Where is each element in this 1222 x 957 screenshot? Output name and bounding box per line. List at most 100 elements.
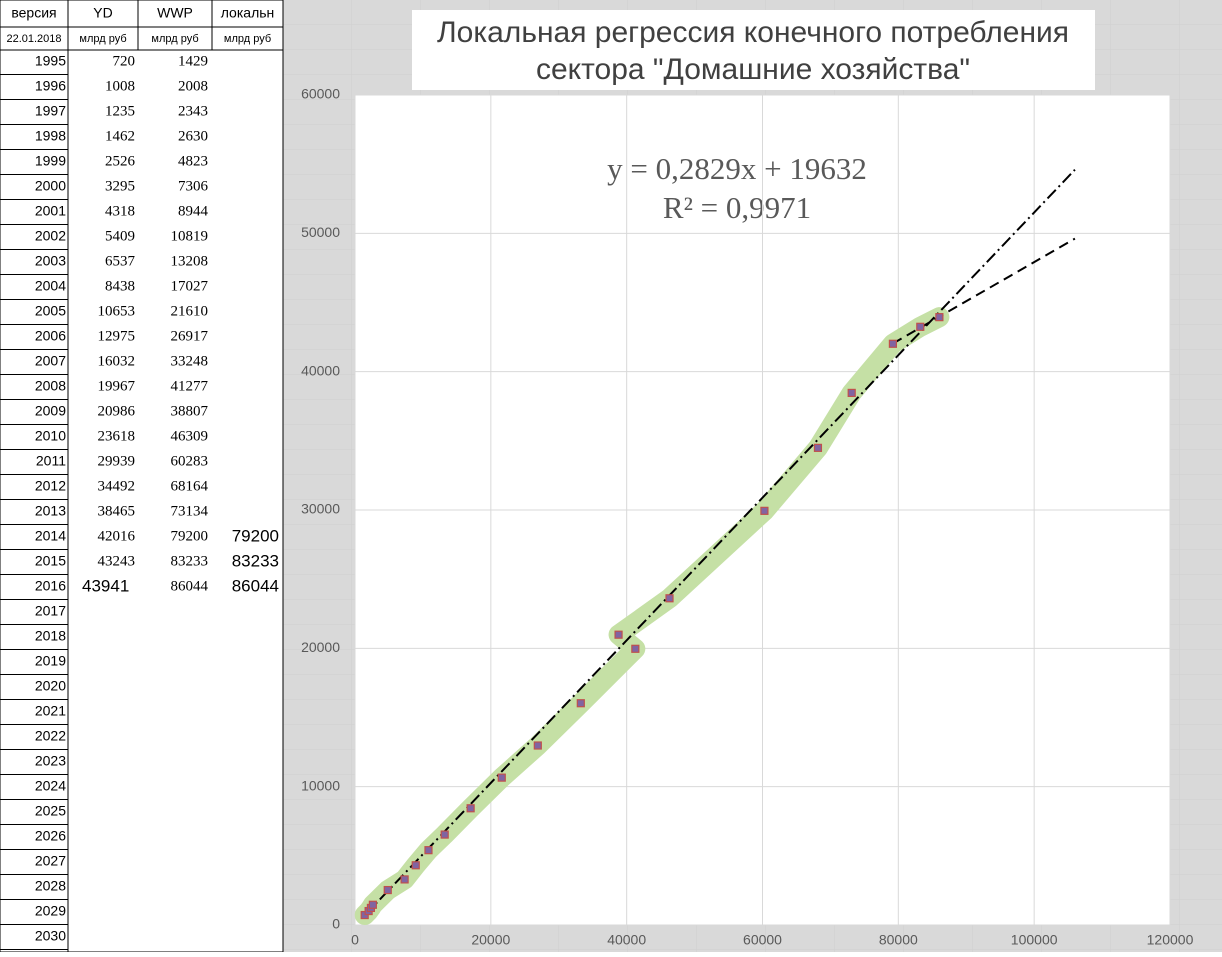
cell: 21610 xyxy=(171,303,209,319)
data-point xyxy=(813,443,823,452)
x-tick-label: 40000 xyxy=(607,932,646,948)
cell: 1996 xyxy=(35,78,66,94)
cell: 3295 xyxy=(105,178,135,194)
data-point xyxy=(368,900,377,909)
x-tick-label: 80000 xyxy=(879,932,918,948)
data-point xyxy=(466,804,475,813)
cell: 2630 xyxy=(178,128,208,144)
cell: 2004 xyxy=(35,278,66,294)
subheader-cell: 22.01.2018 xyxy=(6,33,61,45)
cell: 2526 xyxy=(105,153,136,169)
data-point xyxy=(760,506,769,515)
cell: 2020 xyxy=(35,678,66,694)
chart-title: Локальная регрессия конечного потреблени… xyxy=(437,16,1069,49)
x-tick-label: 100000 xyxy=(1011,932,1058,948)
cell: 79200 xyxy=(232,526,279,545)
y-tick-label: 50000 xyxy=(301,224,340,240)
cell: 26917 xyxy=(171,328,209,344)
data-point xyxy=(665,594,674,603)
data-point xyxy=(440,830,449,839)
cell: 34492 xyxy=(98,478,136,494)
cell: 1429 xyxy=(178,53,208,69)
cell: 1235 xyxy=(105,103,135,119)
cell: 1998 xyxy=(35,128,66,144)
cell: 2002 xyxy=(35,228,66,244)
cell: 2018 xyxy=(35,628,66,644)
cell: 2000 xyxy=(35,178,66,194)
trendline xyxy=(363,169,1076,917)
cell: 86044 xyxy=(232,576,279,595)
cell: 2022 xyxy=(35,728,66,744)
y-tick-label: 20000 xyxy=(301,639,340,655)
cell: 23618 xyxy=(98,428,136,444)
data-point xyxy=(497,773,506,782)
r-squared: R² = 0,9971 xyxy=(663,190,811,225)
cell: 43941 xyxy=(82,576,129,595)
cell: 41277 xyxy=(171,378,209,394)
header-cell: WWP xyxy=(157,5,193,21)
cell: 6537 xyxy=(105,253,136,269)
cell: 17027 xyxy=(171,278,209,294)
cell: 43243 xyxy=(98,553,136,569)
data-point xyxy=(935,313,944,322)
cell: 1462 xyxy=(105,128,135,144)
header-cell: локальн xyxy=(221,5,275,21)
data-point xyxy=(888,339,898,348)
cell: 2011 xyxy=(36,453,66,469)
cell: 2015 xyxy=(35,553,66,569)
cell: 2012 xyxy=(35,478,66,494)
x-tick-label: 120000 xyxy=(1147,932,1194,948)
cell: 7306 xyxy=(178,178,209,194)
cell: 2019 xyxy=(35,653,66,669)
chart-title: сектора "Домашние хозяйства" xyxy=(536,53,970,86)
x-tick-label: 0 xyxy=(351,932,359,948)
cell: 2029 xyxy=(35,903,66,919)
cell: 2010 xyxy=(35,428,66,444)
cell: 86044 xyxy=(171,578,209,594)
data-point xyxy=(424,846,433,855)
y-tick-label: 0 xyxy=(332,916,340,932)
cell: 2009 xyxy=(35,403,66,419)
cell: 68164 xyxy=(171,478,209,494)
cell: 83233 xyxy=(171,553,209,569)
cell: 13208 xyxy=(171,253,209,269)
data-point xyxy=(847,388,856,398)
data-point xyxy=(576,699,585,708)
cell: 8438 xyxy=(105,278,135,294)
cell: 12975 xyxy=(98,328,136,344)
data-point xyxy=(411,861,420,870)
cell: 2003 xyxy=(35,253,66,269)
cell: 1008 xyxy=(105,78,135,94)
header-cell: версия xyxy=(11,5,56,21)
cell: 2024 xyxy=(35,778,66,794)
cell: 1997 xyxy=(35,103,66,119)
y-tick-label: 40000 xyxy=(301,362,340,378)
cell: 2026 xyxy=(35,828,66,844)
data-point xyxy=(916,322,925,331)
cell: 33248 xyxy=(171,353,209,369)
cell: 29939 xyxy=(98,453,136,469)
cell: 2028 xyxy=(35,878,66,894)
x-tick-label: 60000 xyxy=(743,932,782,948)
cell: 2001 xyxy=(35,203,66,219)
cell: 2008 xyxy=(35,378,66,394)
cell: 2023 xyxy=(35,753,66,769)
cell: 1995 xyxy=(35,53,66,69)
cell: 19967 xyxy=(98,378,136,394)
cell: 42016 xyxy=(98,528,136,544)
cell: 2030 xyxy=(35,928,66,944)
cell: 2005 xyxy=(35,303,66,319)
cell: 60283 xyxy=(171,453,209,469)
cell: 1999 xyxy=(35,153,66,169)
cell: 10819 xyxy=(171,228,209,244)
cell: 8944 xyxy=(178,203,209,219)
x-tick-label: 20000 xyxy=(471,932,510,948)
cell: 720 xyxy=(113,53,136,69)
title-box xyxy=(412,10,1095,90)
y-tick-label: 30000 xyxy=(301,501,340,517)
cell: 2017 xyxy=(35,603,66,619)
header-cell: YD xyxy=(93,5,112,21)
cell: 83233 xyxy=(232,551,279,570)
